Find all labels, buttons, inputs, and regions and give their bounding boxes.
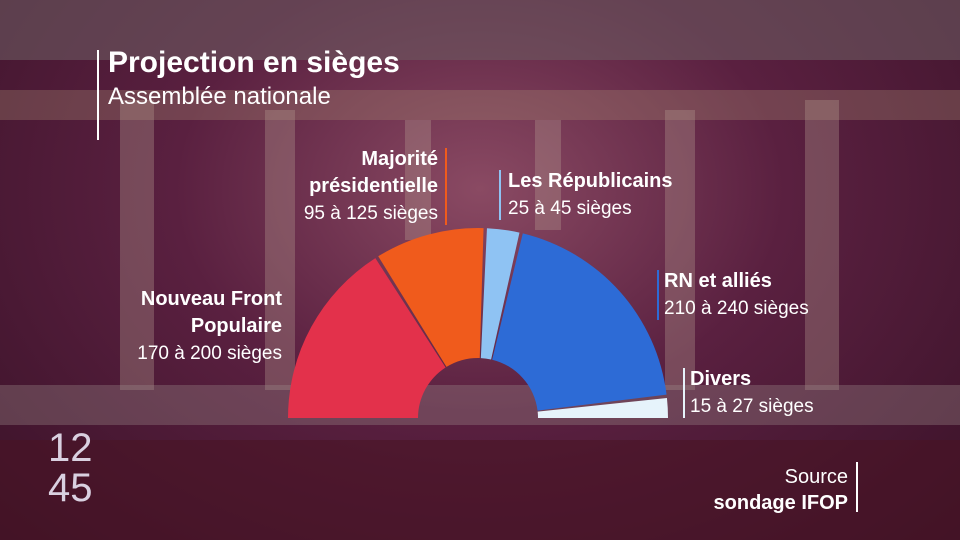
logo: 12 45 [48, 428, 93, 508]
legend-label: Majorité présidentielle 95 à 125 sièges [248, 146, 438, 227]
logo-line: 45 [48, 466, 93, 510]
legend-label: Les Républicains 25 à 45 sièges [508, 168, 728, 222]
legend-label: RN et alliés 210 à 240 sièges [664, 268, 864, 322]
seat-range: 25 à 45 sièges [508, 198, 632, 219]
legend-label: Nouveau Front Populaire 170 à 200 sièges [82, 286, 282, 367]
party-name: Les Républicains [508, 170, 673, 192]
seat-range: 95 à 125 sièges [303, 203, 438, 224]
seat-range: 15 à 27 sièges [690, 396, 814, 417]
party-name: RN et alliés [664, 270, 772, 292]
seat-segment [288, 258, 446, 418]
logo-line: 12 [48, 426, 93, 470]
seat-segment [378, 227, 484, 367]
seat-range: 170 à 200 sièges [137, 343, 282, 364]
source: sondage IFOP [713, 492, 848, 514]
seat-segment [480, 228, 520, 360]
source-block: Source sondage IFOP [714, 464, 848, 516]
seat-range: 210 à 240 sièges [664, 298, 809, 319]
seat-segment [537, 397, 668, 418]
party-name: Majorité présidentielle [309, 148, 438, 197]
party-name: Divers [690, 368, 752, 390]
chart-title: Projection en sièges [108, 46, 400, 79]
source-label: Source [784, 466, 848, 488]
seat-segment [492, 233, 667, 411]
chart-subtitle: Assemblée nationale [108, 83, 331, 110]
party-name: Nouveau Front Populaire [140, 288, 282, 337]
title-block: Projection en sièges Assemblée nationale [108, 44, 400, 112]
legend-label: Divers 15 à 27 sièges [690, 366, 870, 420]
